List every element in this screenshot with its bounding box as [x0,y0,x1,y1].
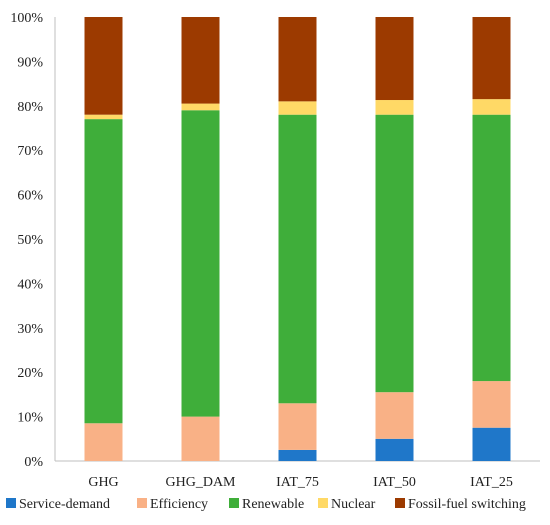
y-tick-label: 50% [17,233,43,248]
bar-segment-service-demand [375,438,414,461]
y-tick-label: 90% [17,55,43,70]
y-tick-label: 70% [17,144,43,159]
legend-label: Efficiency [150,497,208,512]
x-tick-label: IAT_50 [373,475,416,490]
bar-segment-renewable [375,114,414,393]
bar-segment-nuclear [472,99,511,115]
y-tick-label: 0% [24,455,43,470]
bar-segment-fossil-fuel-switching [181,17,220,104]
bar-segment-efficiency [84,423,123,461]
y-axis-ticks: 0% 10% 20% 30% 40% 50% 60% 70% 80% 90% 100% [10,11,43,470]
bar-segment-fossil-fuel-switching [375,17,414,101]
legend-swatch [229,498,239,508]
legend-label: Service-demand [19,497,110,512]
y-tick-label: 40% [17,277,43,292]
bar-segment-nuclear [375,100,414,115]
y-tick-label: 60% [17,189,43,204]
legend-label: Renewable [242,497,304,512]
bar-segment-service-demand [278,449,317,461]
legend-label: Nuclear [331,497,376,512]
bar-segment-fossil-fuel-switching [278,17,317,102]
bar-segment-service-demand [472,427,511,461]
y-tick-label: 100% [10,11,43,26]
bar-segment-fossil-fuel-switching [84,17,123,115]
legend-swatch [395,498,405,508]
bar-segment-efficiency [278,403,317,450]
bar-segment-nuclear [84,114,123,120]
legend-swatch [318,498,328,508]
bar-segment-renewable [472,114,511,382]
bar-segment-renewable [84,119,123,424]
bar-segment-efficiency [375,392,414,439]
x-axis-labels: GHG GHG_DAM IAT_75 IAT_50 IAT_25 [88,475,513,490]
legend-label: Fossil-fuel switching [408,497,526,512]
legend-swatch [6,498,16,508]
bar-segment-renewable [181,110,220,417]
bar-segment-nuclear [278,101,317,115]
y-tick-label: 30% [17,322,43,337]
bar-segment-efficiency [181,416,220,461]
y-tick-label: 20% [17,366,43,381]
x-tick-label: GHG [88,475,118,490]
bar-segment-nuclear [181,103,220,111]
y-tick-label: 10% [17,411,43,426]
bar-segment-efficiency [472,381,511,428]
x-tick-label: IAT_25 [470,475,513,490]
x-tick-label: GHG_DAM [166,475,237,490]
bar-segment-fossil-fuel-switching [472,17,511,100]
x-tick-label: IAT_75 [276,475,319,490]
y-tick-label: 80% [17,100,43,115]
bar-segment-renewable [278,114,317,404]
bars [84,17,511,461]
legend-swatch [137,498,147,508]
legend: Service-demand Efficiency Renewable Nuclear… [6,497,526,512]
